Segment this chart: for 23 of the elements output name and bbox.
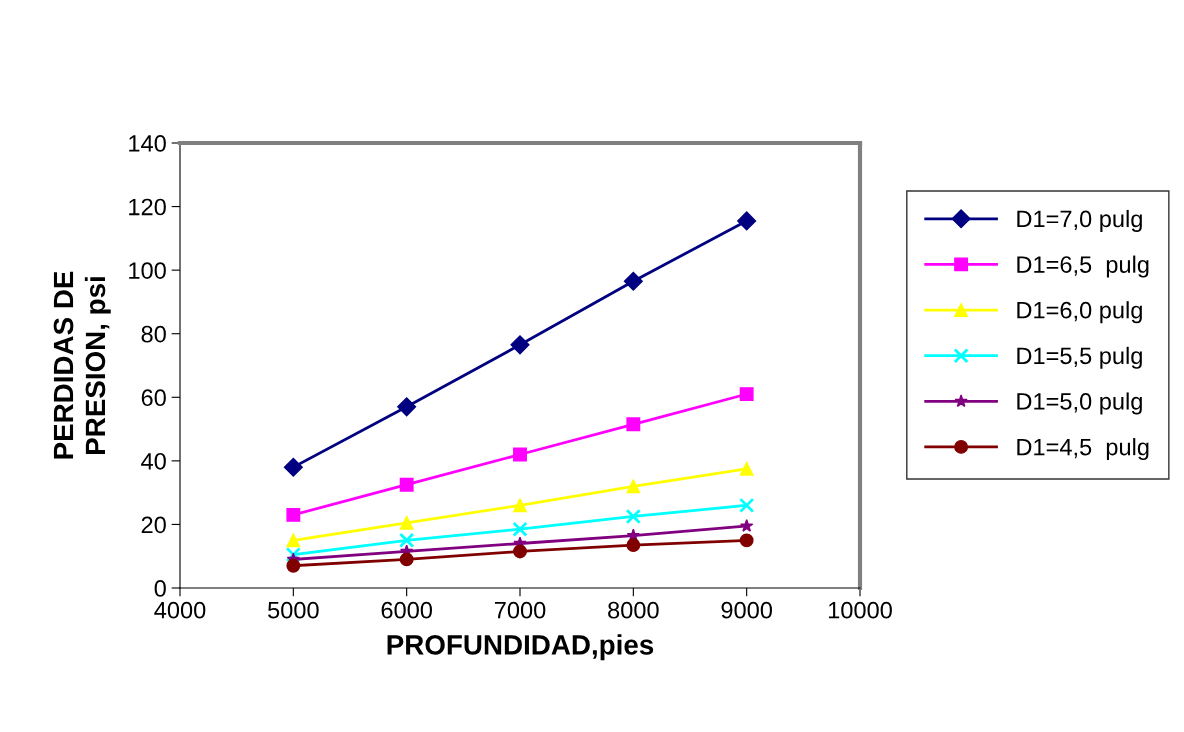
x-tick-label: 7000 [494,601,546,619]
y-tick-label: 40 [141,452,166,470]
legend-label: D1=4,5 pulg [1017,438,1149,461]
y-axis-title: PERDIDAS DE PRESION, psi [53,271,111,459]
x-tick-label: 4000 [154,601,206,619]
y-tick-label: 80 [141,325,166,343]
x-axis-title: PROFUNDIDAD,pies [387,634,654,661]
y-tick-label: 60 [141,389,166,407]
legend-label: D1=6,0 pulg [1017,301,1142,324]
y-tick-label: 20 [141,516,166,534]
y-tick-label: 100 [129,262,166,279]
y-tick-label: 0 [154,580,166,597]
legend-label: D1=5,0 pulg [1017,392,1142,415]
x-tick-label: 5000 [268,601,319,619]
x-tick-label: 6000 [381,601,433,619]
legend-label: D1=7,0 pulg [1017,209,1142,232]
legend-label: D1=6,5 pulg [1017,255,1149,278]
x-tick-label: 8000 [608,601,659,619]
x-tick-label: 9000 [721,601,773,619]
y-tick-label: 120 [129,198,166,216]
x-tick-label: 10000 [828,601,892,619]
legend-label: D1=5,5 pulg [1017,346,1142,369]
y-tick-label: 140 [129,135,166,152]
